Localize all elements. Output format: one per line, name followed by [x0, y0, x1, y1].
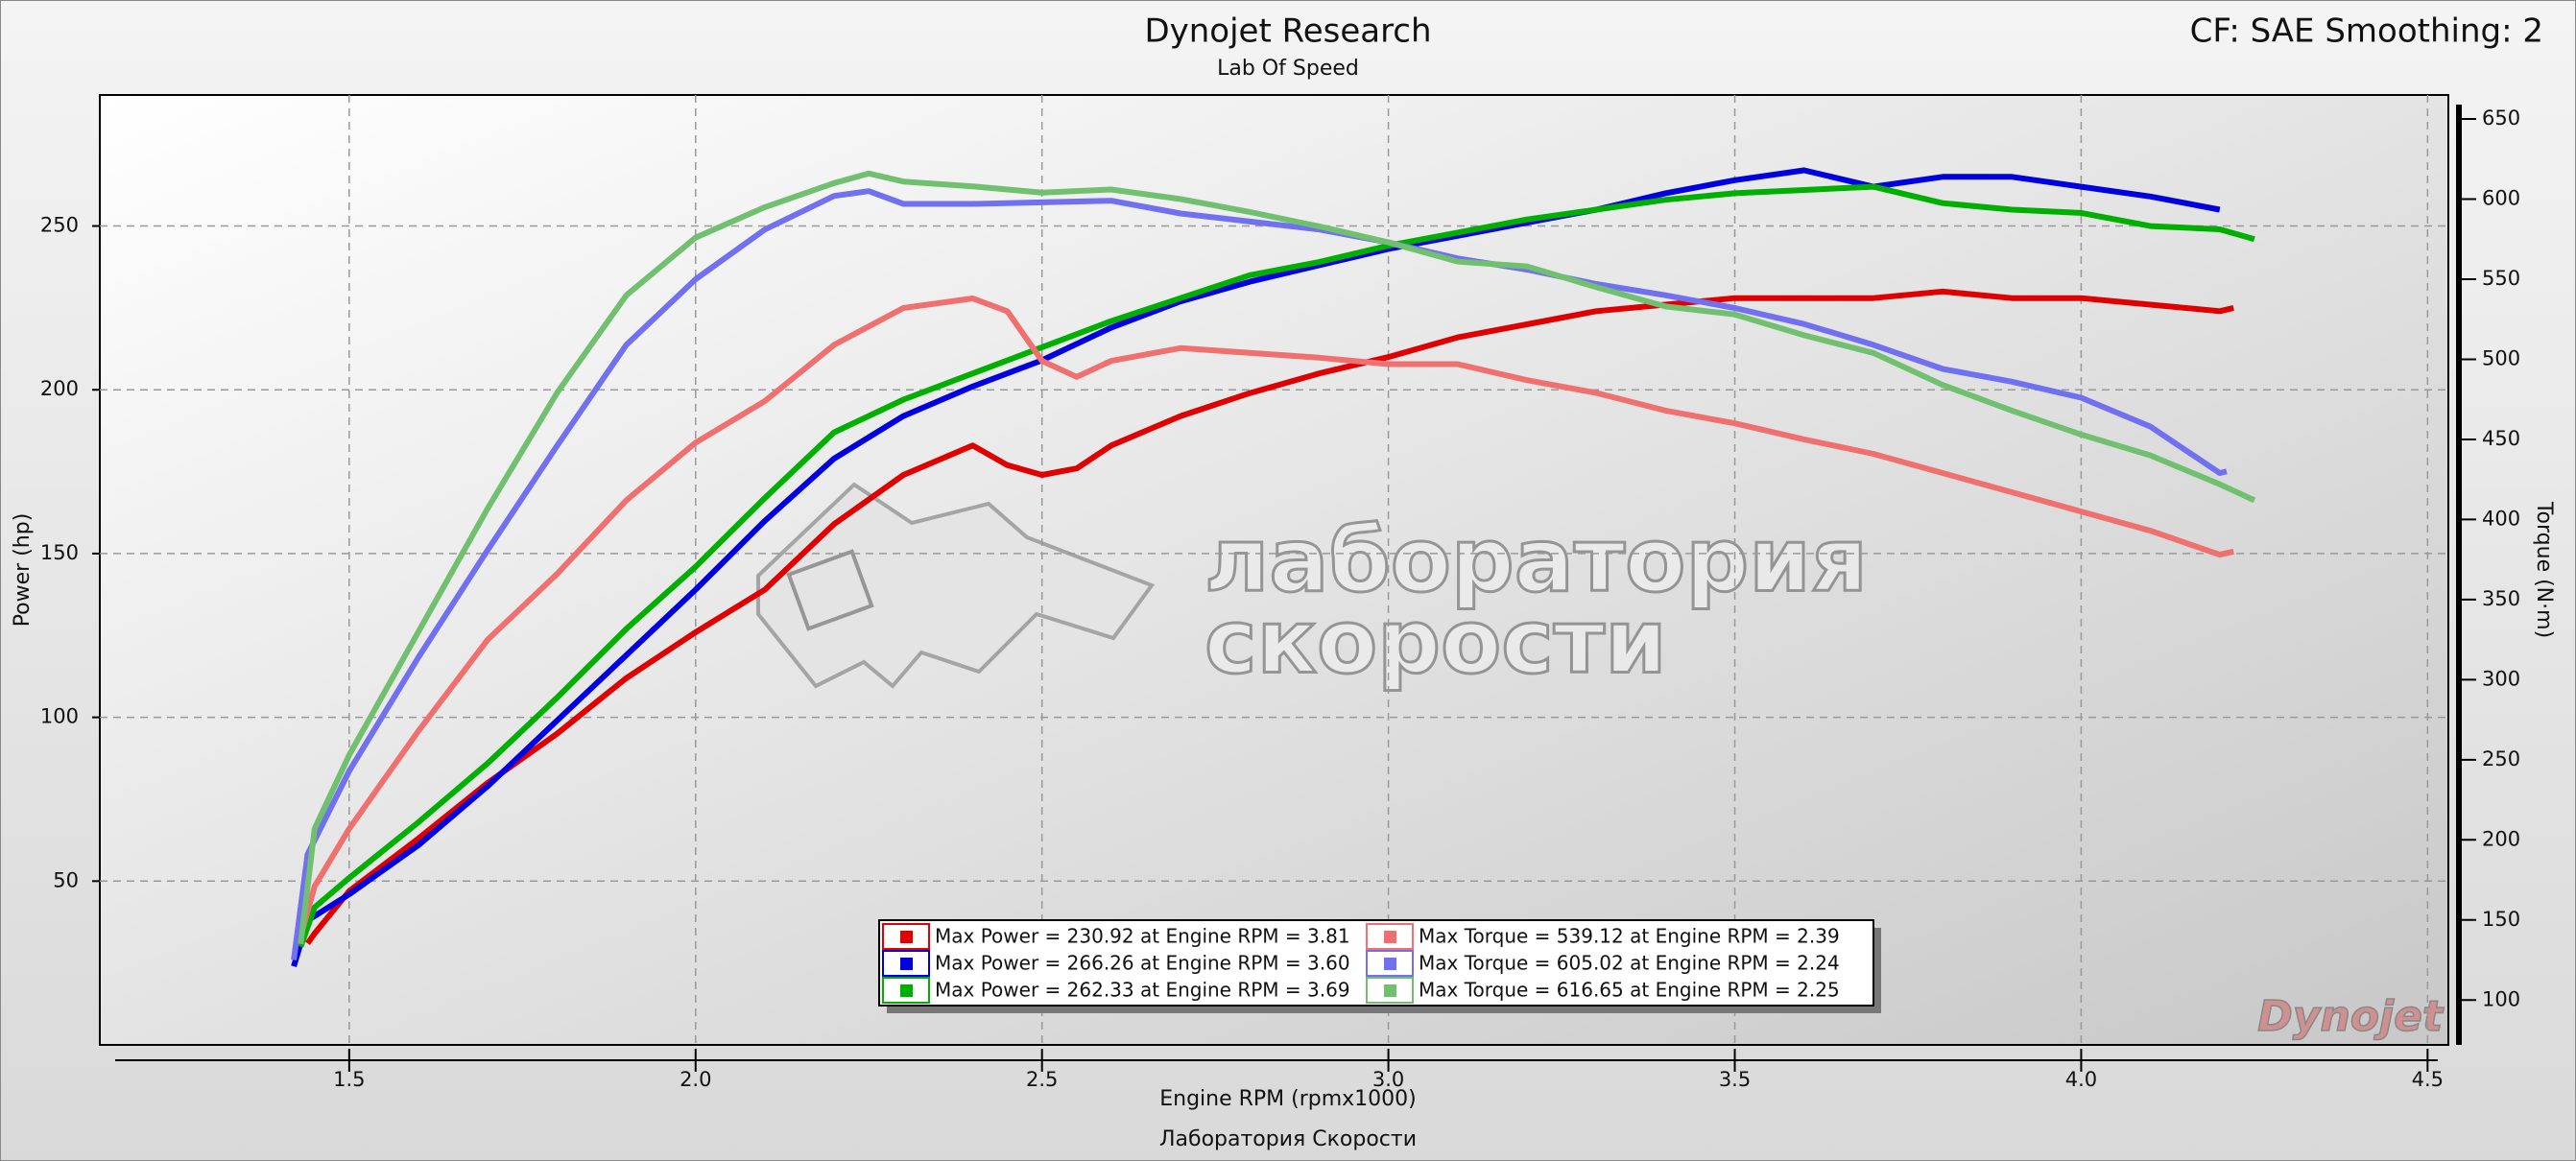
- legend-swatch: [900, 931, 913, 943]
- watermark-logo: [756, 482, 1156, 689]
- footer: Лаборатория Скорости: [1159, 1127, 1417, 1151]
- plot-area: [99, 94, 2449, 1046]
- watermark: лаборатория скорости: [756, 482, 1869, 695]
- x-tick-label: 2.5: [1026, 1068, 1058, 1091]
- y2-tick-label: 350: [2482, 587, 2520, 610]
- y2-tick-label: 500: [2482, 346, 2520, 369]
- corner-note: CF: SAE Smoothing: 2: [2190, 12, 2543, 51]
- legend-label: Max Power = 262.33 at Engine RPM = 3.69: [935, 979, 1350, 1002]
- legend-swatch: [1384, 931, 1396, 943]
- legend-label: Max Torque = 539.12 at Engine RPM = 2.39: [1419, 925, 1840, 948]
- y2-tick-label: 600: [2482, 187, 2520, 210]
- legend-label: Max Power = 230.92 at Engine RPM = 3.81: [935, 925, 1350, 948]
- y2-axis-label: Torque (N·m): [2532, 501, 2556, 638]
- y2-tick-label: 250: [2482, 747, 2520, 770]
- y2-tick-label: 150: [2482, 908, 2520, 931]
- x-tick-label: 4.0: [2065, 1068, 2097, 1091]
- x-tick-label: 3.5: [1719, 1068, 1751, 1091]
- plot-layer: 1.5 2.0 2.5 3.0 3.5 4.0 4.5 50 100 150 200 250 100 15…: [40, 95, 2520, 1091]
- y-axis-label: Power (hp): [11, 513, 35, 628]
- chart-subtitle: Lab Of Speed: [1217, 57, 1359, 81]
- y2-tick-label: 100: [2482, 987, 2520, 1010]
- y-tick-label: 150: [40, 541, 79, 564]
- series-line: [305, 288, 2234, 945]
- y2-tick-label: 300: [2482, 667, 2520, 690]
- x-tick-label: 4.5: [2412, 1068, 2444, 1091]
- series-line: [298, 296, 2234, 937]
- watermark-logo-mark: [786, 549, 874, 631]
- series-line: [291, 188, 2228, 960]
- watermark-text: скорости: [1205, 590, 1667, 693]
- y-tick-label: 100: [40, 705, 79, 728]
- legend-swatch: [900, 958, 913, 970]
- watermark-text: лаборатория: [1205, 509, 1868, 611]
- series-line: [298, 170, 2256, 945]
- series-line: [298, 183, 2255, 948]
- legend-swatch: [900, 984, 913, 997]
- legend-label: Max Torque = 616.65 at Engine RPM = 2.25: [1419, 979, 1840, 1002]
- y2-tick-label: 650: [2482, 107, 2520, 130]
- legend-label: Max Torque = 605.02 at Engine RPM = 2.24: [1419, 952, 1840, 975]
- series-line: [291, 167, 2221, 967]
- chart-title: Dynojet Research: [1144, 12, 1431, 51]
- y2-tick-label: 200: [2482, 827, 2520, 850]
- y2-tick-label: 400: [2482, 507, 2520, 530]
- x-tick-label: 2.0: [680, 1068, 711, 1091]
- y2-tick-label: 450: [2482, 427, 2520, 450]
- legend-swatch: [1384, 984, 1396, 997]
- x-tick-label: 1.5: [333, 1068, 365, 1091]
- legend-swatch: [1384, 958, 1396, 970]
- legend-label: Max Power = 266.26 at Engine RPM = 3.60: [935, 952, 1350, 975]
- y-tick-label: 200: [40, 377, 79, 400]
- logo: Dynojet: [2257, 992, 2445, 1041]
- y2-tick-label: 550: [2482, 267, 2520, 290]
- y-tick-label: 250: [40, 214, 79, 237]
- x-tick-label: 3.0: [1372, 1068, 1404, 1091]
- y-tick-label: 50: [53, 868, 79, 891]
- x-axis-label: Engine RPM (rpmx1000): [1159, 1087, 1417, 1111]
